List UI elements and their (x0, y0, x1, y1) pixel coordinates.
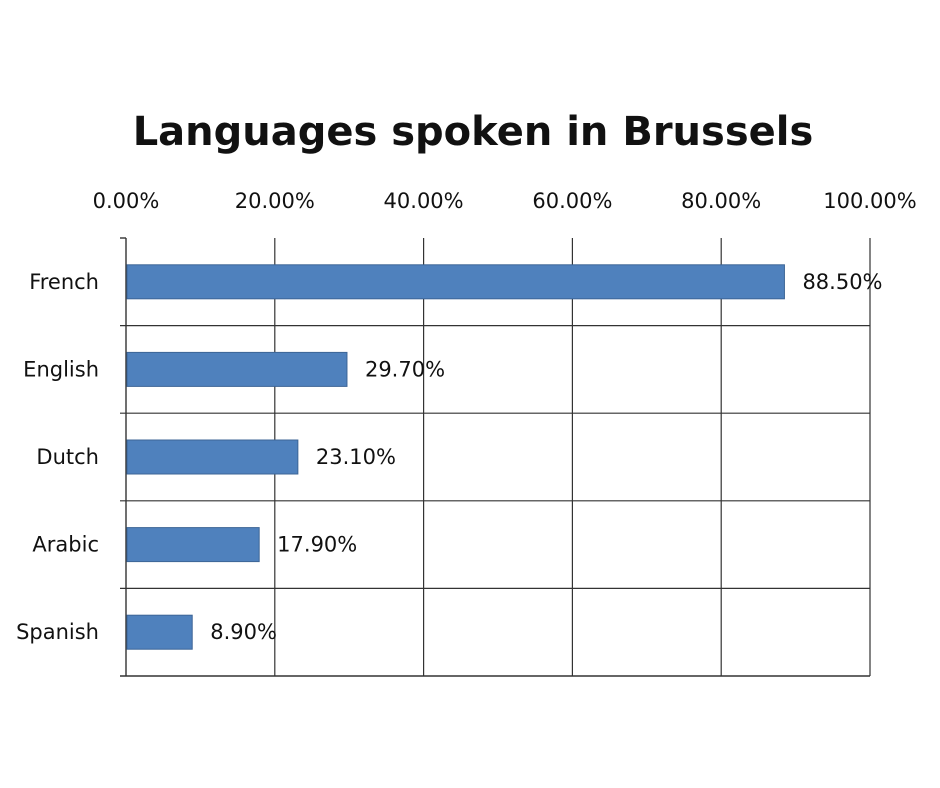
chart-title: Languages spoken in Brussels (133, 109, 814, 155)
category-label: Dutch (36, 445, 99, 469)
data-label: 29.70% (365, 357, 445, 381)
bar-spanish (126, 614, 193, 650)
gridlines (120, 238, 871, 676)
bar-arabic (126, 527, 260, 563)
category-label: Arabic (32, 533, 99, 557)
bars (126, 264, 785, 650)
x-tick-label: 20.00% (235, 189, 315, 213)
x-tick-label: 60.00% (532, 189, 612, 213)
axes (120, 237, 870, 677)
data-label: 23.10% (316, 445, 396, 469)
data-label: 88.50% (802, 270, 882, 294)
data-label: 8.90% (210, 620, 277, 644)
x-tick-label: 80.00% (681, 189, 761, 213)
category-label: Spanish (16, 620, 99, 644)
x-tick-label: 100.00% (823, 189, 916, 213)
data-label: 17.90% (277, 533, 357, 557)
x-tick-label: 40.00% (384, 189, 464, 213)
x-tick-labels: 0.00% 20.00% 40.00% 60.00% 80.00% 100.00% (93, 189, 917, 213)
bar-french (126, 264, 785, 300)
category-label: French (29, 270, 99, 294)
x-tick-label: 0.00% (93, 189, 160, 213)
data-labels: 88.50% 29.70% 23.10% 17.90% 8.90% (210, 270, 882, 644)
category-labels: French English Dutch Arabic Spanish (16, 270, 99, 644)
bar-dutch (126, 439, 299, 475)
category-label: English (23, 357, 99, 381)
bar-english (126, 351, 348, 387)
